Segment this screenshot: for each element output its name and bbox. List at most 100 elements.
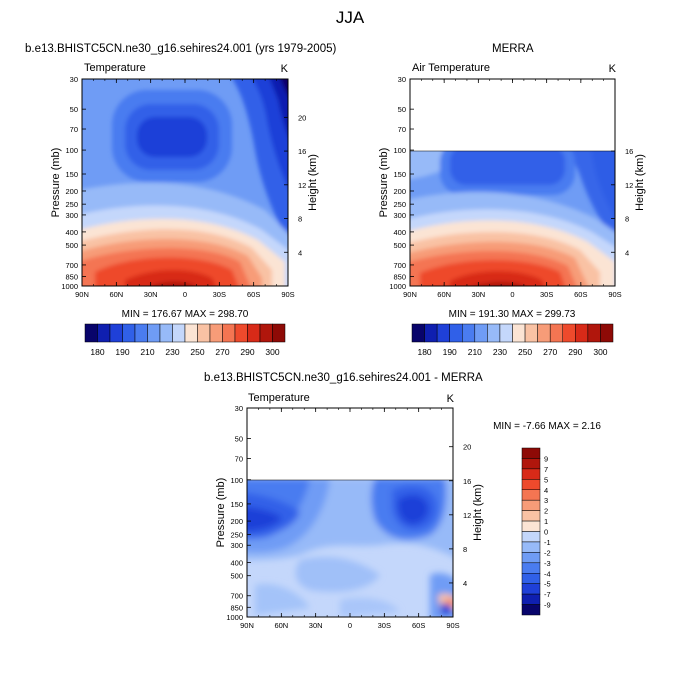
y2-tick-label: 12 [298,181,306,190]
y-tick-label: 850 [230,603,243,612]
x-tick-label: 30S [378,621,391,630]
colorbar-label: 270 [543,347,557,357]
x-tick-label: 0 [348,621,352,630]
y2-tick-label: 20 [463,443,471,452]
colorbar-label: 270 [215,347,229,357]
panel-3-axes: 305070100150200250300400500700850100090N… [215,404,484,630]
panel-1-stats: MIN = 176.67 MAX = 298.70 [122,309,249,320]
colorbar-swatch [575,323,589,343]
colorbar-swatch [172,323,186,343]
y-tick-label: 400 [65,228,78,237]
colorbar-swatch [84,323,98,343]
y-axis-title: Pressure (mb) [50,148,62,218]
y-tick-label: 300 [65,211,78,220]
panel-2-left-label: Air Temperature [412,62,490,74]
colorbar-swatch [521,458,541,470]
colorbar-swatch [222,323,236,343]
colorbar-label: -7 [544,590,551,599]
panel-1-axes: 305070100150200250300400500700850100090N… [50,75,319,299]
colorbar-swatch [259,323,273,343]
y-tick-label: 700 [393,261,406,270]
colorbar-swatch [587,323,601,343]
x-tick-label: 30N [309,621,323,630]
colorbar-swatch [449,323,463,343]
panel-3-stats: MIN = -7.66 MAX = 2.16 [493,421,601,432]
y-tick-label: 850 [65,272,78,281]
y-tick-label: 150 [230,500,243,509]
x-tick-label: 60N [274,621,288,630]
colorbar-swatch [247,323,261,343]
y-tick-label: 250 [393,200,406,209]
panel-2: 30 50 70 100 150 200 250 300 400 500 700 850100090N… [378,62,646,320]
y-tick-label: 30 [70,75,78,84]
y-tick-label: 850 [393,272,406,281]
y-tick-label: 70 [70,125,78,134]
y-tick-label: 300 [393,211,406,220]
y-tick-label: 1000 [61,282,78,291]
colorbar-label: 7 [544,465,548,474]
colorbar-swatch [147,323,161,343]
colorbar-swatch [521,552,541,564]
y2-tick-label: 8 [463,545,467,554]
y-tick-label: 500 [230,572,243,581]
colorbar-swatch [521,468,541,480]
colorbar-3: 9 75 43 21 0-1-2 -3-4 -5-7 -9 [521,447,551,616]
x-tick-label: 30S [213,290,226,299]
figure-title: JJA [335,8,365,27]
panel-1-left-label: Temperature [84,62,146,74]
y-tick-label: 1000 [389,282,406,291]
y2-axis-title: Height (km) [472,484,484,541]
x-tick-label: 30N [471,290,485,299]
x-tick-label: 0 [510,290,514,299]
y-tick-label: 70 [235,455,243,464]
colorbar-swatch [521,531,541,543]
y-tick-label: 30 [398,75,406,84]
y-tick-label: 50 [235,434,243,443]
colorbar-swatch [600,323,614,343]
colorbar-label: 5 [544,475,548,484]
colorbar-label: -3 [544,559,551,568]
colorbar-label: -9 [544,601,551,610]
x-tick-label: 90N [75,290,89,299]
y2-tick-label: 16 [463,477,471,486]
panel-3-right-label: K [447,393,455,405]
colorbar-label: 250 [518,347,532,357]
x-tick-label: 30N [144,290,158,299]
y-tick-label: 30 [235,404,243,413]
panel-1-title: b.e13.BHISTC5CN.ne30_g16.sehires24.001 (… [25,43,337,55]
colorbar-swatch [499,323,513,343]
colorbar-swatch [487,323,501,343]
y2-tick-label: 8 [625,215,629,224]
panel-2-axes: 30 50 70 100 150 200 250 300 400 500 700 850100090N… [378,75,646,299]
y2-tick-label: 12 [625,181,633,190]
colorbar-label: -4 [544,569,551,578]
colorbar-swatch [197,323,211,343]
x-tick-label: 90S [608,290,621,299]
y-tick-label: 700 [65,261,78,270]
colorbar-swatch [462,323,476,343]
y-tick-label: 400 [230,558,243,567]
colorbar-2: 180 190 210 230 250 270 290 300 [411,323,614,357]
colorbar-swatch [109,323,123,343]
y-tick-label: 100 [65,146,78,155]
panel-2-right-label: K [609,63,617,75]
colorbar-swatch [521,520,541,532]
colorbar-swatch [562,323,576,343]
colorbar-swatch [436,323,450,343]
y-tick-label: 300 [230,541,243,550]
colorbar-label: -2 [544,548,551,557]
x-tick-label: 0 [183,290,187,299]
colorbar-swatch [134,323,148,343]
y2-tick-label: 4 [463,579,467,588]
colorbar-1: 180 190 210 230 250 270 290 300 [84,323,286,357]
colorbar-label: 250 [190,347,204,357]
panel-1: 305070100150200250300400500700850100090N… [50,62,319,320]
colorbar-label: 1 [544,517,548,526]
colorbar-label: 0 [544,528,548,537]
y-tick-label: 100 [230,476,243,485]
colorbar-swatch [272,323,286,343]
x-tick-label: 90N [403,290,417,299]
y-tick-label: 150 [65,170,78,179]
colorbar-swatch [521,604,541,616]
